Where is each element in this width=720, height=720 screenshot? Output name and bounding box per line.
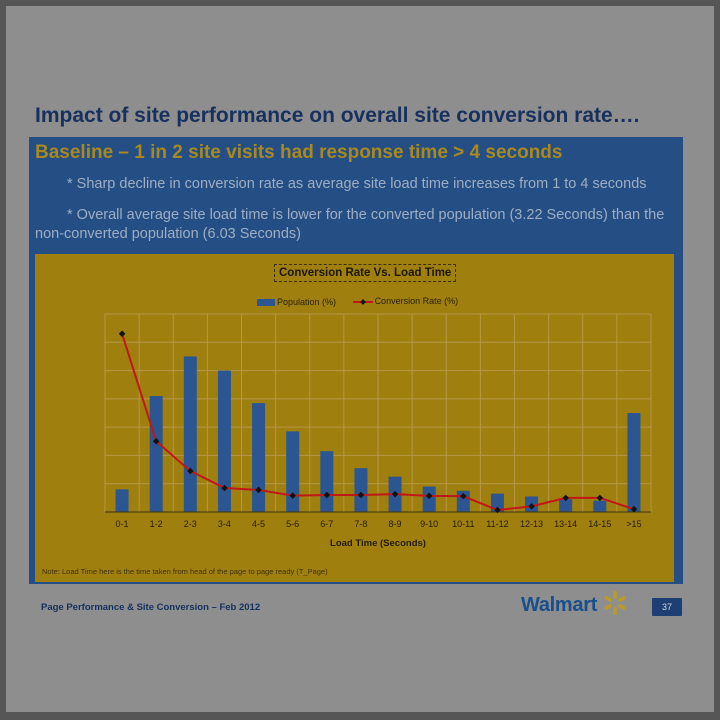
x-tick-label: 11-12 [486,519,508,529]
legend-item-population: Population (%) [257,297,336,307]
bar-population [217,370,231,512]
bar-population [490,493,504,512]
bullet-load-time-decline: * Sharp decline in conversion rate as av… [67,176,647,192]
bullet-average-load-time: * Overall average site load time is lowe… [35,207,665,242]
marker-conversion-rate [630,505,638,513]
slide-title: Impact of site performance on overall si… [35,104,640,127]
bar-population [422,486,436,512]
line-conversion-rate [121,333,635,512]
legend-item-conversion: Conversion Rate (%) [352,296,459,307]
bar-population [320,451,334,512]
marker-conversion-rate [255,486,262,494]
x-tick-label: 0-1 [116,519,129,529]
bar-population [593,500,607,512]
bar-population [183,356,197,512]
x-tick-label: 13-14 [554,519,577,529]
marker-conversion-rate [460,492,467,500]
chart-title: Conversion Rate Vs. Load Time [274,264,457,282]
footer-text: Page Performance & Site Conversion – Feb… [41,602,261,613]
legend-label-population: Population (%) [277,296,337,307]
x-tick-label: 8-9 [389,519,402,529]
x-tick-label: 5-6 [286,519,299,529]
bar-population [627,413,641,512]
marker-conversion-rate [221,484,228,492]
x-tick-label: 9-10 [420,519,438,529]
x-tick-label: 1-2 [150,519,163,529]
page-number-badge: 37 [652,598,682,616]
spark-icon [603,591,626,615]
x-tick-label: 4-5 [252,519,265,529]
x-tick-label: 7-8 [354,519,367,529]
x-tick-label: 3-4 [218,519,231,529]
x-tick-label: 14-15 [588,519,611,529]
x-tick-label: 2-3 [184,519,197,529]
x-tick-label: 10-11 [452,519,474,529]
bar-population [252,403,266,512]
legend-label-conversion: Conversion Rate (%) [374,296,459,307]
x-tick-label: 6-7 [320,519,333,529]
content-panel: Baseline – 1 in 2 site visits had respon… [29,137,683,584]
marker-conversion-rate [528,503,535,510]
baseline-heading: Baseline – 1 in 2 site visits had respon… [35,142,563,163]
legend-line-swatch [352,299,373,305]
walmart-wordmark: Walmart [521,594,598,616]
chart-note: Note: Load Time here is the time taken f… [42,567,328,576]
x-axis-label: Load Time (Seconds) [330,538,426,549]
bar-population [559,499,573,512]
marker-conversion-rate [118,330,126,338]
marker-conversion-rate [152,438,160,445]
marker-conversion-rate [562,494,569,502]
marker-conversion-rate [187,467,194,475]
walmart-logo: Walmart [521,590,628,622]
chart-legend: Population (%) Conversion Rate (%) [257,296,472,310]
bar-population [149,396,163,512]
chart-panel: 0-1 1-2 2-3 3-4 4-5 5-6 6-7 7-8 8-9 9-10 10-11 11-1… [35,254,674,582]
bar-population [286,431,300,512]
x-tick-label: >15 [626,519,641,529]
marker-conversion-rate [289,492,296,499]
marker-conversion-rate [596,494,604,502]
x-tick-label: 12-13 [520,519,543,529]
bar-population [354,468,368,512]
bar-population [115,489,129,512]
chart-plot: 0-1 1-2 2-3 3-4 4-5 5-6 6-7 7-8 8-9 9-10 10-11 11-1… [104,313,652,549]
legend-bar-swatch [257,298,275,306]
